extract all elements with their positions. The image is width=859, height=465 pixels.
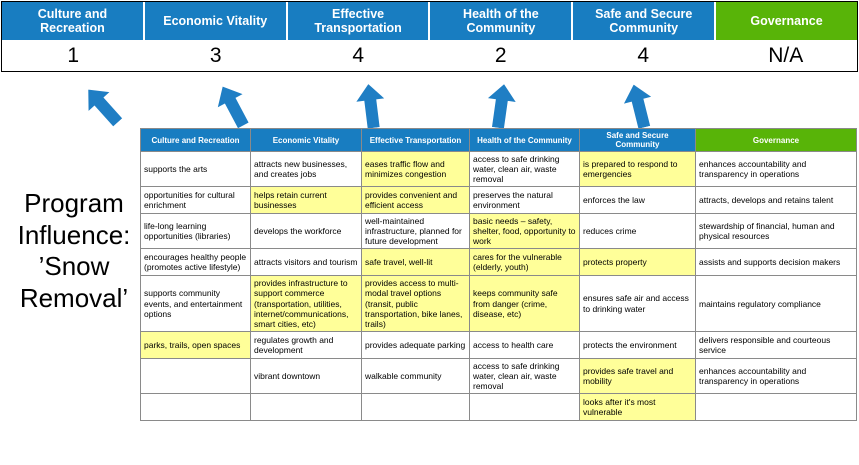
pillar-score: 4 [572, 40, 715, 71]
arrow-culture-and-recreation-icon [77, 80, 129, 133]
matrix-cell: delivers responsible and courteous servi… [695, 330, 857, 359]
matrix-cell: keeps community safe from danger (crime,… [469, 275, 580, 332]
matrix-cell [695, 392, 857, 421]
band-scores: 1 3 4 2 4 N/A [2, 40, 857, 71]
matrix-cell: regulates growth and development [250, 330, 362, 359]
matrix-header-cell: Economic Vitality [250, 127, 362, 153]
matrix-cell: eases traffic flow and minimizes congest… [361, 151, 470, 188]
matrix-cell: safe travel, well-lit [361, 248, 470, 277]
program-influence-title: Program Influence: ’Snow Removal’ [17, 188, 131, 314]
matrix-cell [250, 392, 362, 421]
matrix-row: encourages healthy people (promotes acti… [140, 248, 857, 277]
matrix-cell: encourages healthy people (promotes acti… [140, 248, 251, 277]
matrix-cell: stewardship of financial, human and phys… [695, 213, 857, 250]
matrix-cell: enhances accountability and transparency… [695, 357, 857, 394]
matrix-cell: maintains regulatory compliance [695, 275, 857, 332]
matrix-cell: enforces the law [579, 186, 696, 215]
matrix-header-cell: Health of the Community [469, 127, 580, 153]
matrix-cell: provides access to multi-modal travel op… [361, 275, 470, 332]
matrix-cell: vibrant downtown [250, 357, 362, 394]
matrix-cell: ensures safe air and access to drinking … [579, 275, 696, 332]
matrix-row: supports the arts attracts new businesses… [140, 151, 857, 188]
pillar-header: Economic Vitality [144, 2, 286, 40]
matrix-cell: protects property [579, 248, 696, 277]
arrow-economic-vitality-icon [209, 80, 256, 133]
matrix-body: supports the arts attracts new businesses… [140, 151, 857, 421]
matrix-header-cell: Culture and Recreation [140, 127, 251, 153]
matrix-cell: provides safe travel and mobility [579, 357, 696, 394]
matrix-cell: access to safe drinking water, clean air… [469, 151, 580, 188]
matrix-cell [469, 392, 580, 421]
matrix-header-row: Culture and Recreation Economic Vitality E… [140, 127, 857, 153]
matrix-row: supports community events, and entertain… [140, 275, 857, 332]
matrix-cell: helps retain current businesses [250, 186, 362, 215]
matrix-cell: supports the arts [140, 151, 251, 188]
arrow-safe-and-secure-community-icon [619, 81, 659, 131]
matrix-cell: provides convenient and efficient access [361, 186, 470, 215]
pillar-header: Culture and Recreation [2, 2, 143, 40]
pillar-score: 4 [287, 40, 430, 71]
matrix-header-cell: Governance [695, 127, 857, 153]
matrix-cell: reduces crime [579, 213, 696, 250]
matrix-cell [140, 357, 251, 394]
matrix-cell: supports community events, and entertain… [140, 275, 251, 332]
matrix-cell: protects the environment [579, 330, 696, 359]
arrow-effective-transportation-icon [353, 82, 388, 129]
matrix-cell: provides infrastructure to support comme… [250, 275, 362, 332]
arrow-health-of-the-community-icon [483, 82, 519, 130]
matrix-cell: attracts visitors and tourism [250, 248, 362, 277]
matrix-cell: parks, trails, open spaces [140, 330, 251, 359]
matrix-header-cell: Safe and Secure Community [579, 127, 696, 153]
matrix-row: vibrant downtown walkable community access… [140, 357, 857, 394]
matrix-cell: attracts new businesses, and creates job… [250, 151, 362, 188]
matrix-cell [140, 392, 251, 421]
influence-matrix: Culture and Recreation Economic Vitality E… [140, 127, 857, 421]
arrows-layer [0, 84, 859, 130]
pillar-header: Effective Transportation [287, 2, 429, 40]
matrix-cell: provides adequate parking [361, 330, 470, 359]
matrix-cell: develops the workforce [250, 213, 362, 250]
matrix-cell [361, 392, 470, 421]
matrix-header-cell: Effective Transportation [361, 127, 470, 153]
matrix-cell: cares for the vulnerable (elderly, youth… [469, 248, 580, 277]
matrix-cell: walkable community [361, 357, 470, 394]
matrix-cell: access to safe drinking water, clean air… [469, 357, 580, 394]
matrix-cell: attracts, develops and retains talent [695, 186, 857, 215]
pillar-score: 3 [144, 40, 287, 71]
matrix-row: opportunities for cultural enrichment hel… [140, 186, 857, 215]
matrix-cell: life-long learning opportunities (librar… [140, 213, 251, 250]
pillar-header: Health of the Community [430, 2, 572, 40]
matrix-cell: access to health care [469, 330, 580, 359]
matrix-row: parks, trails, open spaces regulates grow… [140, 330, 857, 359]
matrix-cell: enhances accountability and transparency… [695, 151, 857, 188]
matrix-row: looks after it's most vulnerable [140, 392, 857, 421]
band-headers: Culture and Recreation Economic Vitality E… [2, 2, 857, 40]
matrix-cell: basic needs – safety, shelter, food, opp… [469, 213, 580, 250]
matrix-cell: assists and supports decision makers [695, 248, 857, 277]
pillar-header: Safe and Secure Community [573, 2, 715, 40]
pillar-score: N/A [714, 40, 857, 71]
matrix-cell: preserves the natural environment [469, 186, 580, 215]
matrix-cell: opportunities for cultural enrichment [140, 186, 251, 215]
matrix-cell: well-maintained infrastructure, planned … [361, 213, 470, 250]
pillar-header: Governance [716, 2, 857, 40]
matrix-cell: looks after it's most vulnerable [579, 392, 696, 421]
pillar-score: 1 [2, 40, 145, 71]
matrix-cell: is prepared to respond to emergencies [579, 151, 696, 188]
score-band: Culture and Recreation Economic Vitality E… [1, 1, 858, 72]
matrix-row: life-long learning opportunities (librar… [140, 213, 857, 250]
pillar-score: 2 [429, 40, 572, 71]
